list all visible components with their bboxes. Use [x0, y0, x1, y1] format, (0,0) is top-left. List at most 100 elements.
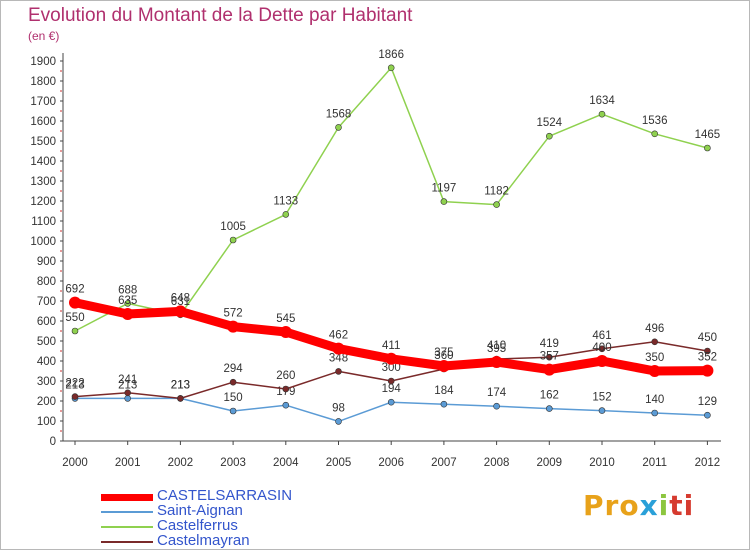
data-label-saint-aignan: 213 [171, 379, 190, 391]
x-tick-label: 2008 [484, 457, 510, 469]
data-label-castelferrus: 1005 [220, 221, 246, 233]
data-label-castelferrus: 550 [65, 312, 84, 324]
y-tick-label: 700 [37, 296, 56, 308]
data-label-castelferrus: 631 [171, 296, 190, 308]
data-label-saint-aignan: 213 [65, 379, 84, 391]
data-label-castelmayran: 260 [276, 370, 295, 382]
data-label-castelferrus: 1524 [537, 117, 563, 129]
x-tick-label: 2001 [115, 457, 141, 469]
x-tick-label: 2011 [642, 457, 667, 469]
x-tick-label: 2005 [326, 457, 352, 469]
data-label-castelmayran: 461 [592, 330, 611, 342]
data-label-castelmayran: 241 [118, 374, 137, 386]
data-point-castelferrus [335, 124, 342, 131]
data-label-castelferrus: 1536 [642, 115, 668, 127]
data-point-castelferrus [282, 211, 290, 218]
y-tick-label: 400 [37, 356, 56, 368]
data-label-saint-aignan: 162 [540, 390, 559, 402]
data-label-castelmayran: 300 [382, 362, 401, 374]
data-point-castelsarrasin [701, 364, 714, 377]
data-label-castelsarrasin: 350 [645, 352, 664, 364]
data-label-castelsarrasin: 352 [698, 352, 717, 364]
data-label-castelsarrasin: 648 [171, 292, 190, 304]
data-point-castelmayran [704, 347, 711, 355]
y-tick-label: 1100 [31, 216, 56, 228]
legend-label: Saint-Aignan [157, 502, 243, 519]
data-label-castelmayran: 222 [65, 378, 84, 390]
data-point-saint-aignan [598, 407, 606, 414]
legend-label: CASTELSARRASIN [157, 487, 293, 504]
data-label-castelferrus: 1866 [378, 49, 404, 61]
data-point-castelsarrasin [332, 342, 345, 355]
data-point-castelferrus [493, 201, 500, 208]
y-tick-label: 0 [50, 436, 56, 448]
data-label-saint-aignan: 174 [487, 387, 507, 399]
x-tick-label: 2006 [378, 457, 404, 469]
data-label-saint-aignan: 140 [645, 394, 664, 406]
data-point-castelsarrasin [227, 320, 240, 333]
data-label-castelferrus: 1634 [589, 95, 615, 107]
data-point-castelmayran [71, 393, 79, 400]
data-point-castelmayran [282, 385, 290, 393]
data-point-castelferrus [229, 236, 237, 244]
y-tick-label: 1400 [30, 156, 56, 168]
data-label-castelsarrasin: 400 [592, 342, 611, 354]
proxiti-logo: Proxiti [583, 489, 694, 522]
data-point-castelsarrasin [279, 326, 292, 338]
data-label-saint-aignan: 194 [382, 383, 402, 395]
x-tick-label: 2004 [273, 457, 299, 469]
data-point-castelsarrasin [69, 296, 81, 309]
data-label-castelferrus: 1182 [484, 186, 509, 198]
data-point-castelferrus [651, 130, 659, 138]
data-point-castelmayran [124, 389, 131, 397]
y-tick-label: 1000 [30, 236, 56, 248]
logo-part-1: Pro [583, 489, 640, 522]
logo-part-3: i [658, 489, 670, 522]
legend-swatch [101, 541, 153, 543]
data-point-saint-aignan [651, 409, 659, 417]
data-label-castelferrus: 1197 [432, 183, 457, 195]
data-point-saint-aignan [229, 407, 237, 415]
data-point-castelmayran [651, 338, 659, 346]
logo-part-2: x [639, 489, 659, 522]
y-tick-label: 600 [37, 316, 56, 328]
data-label-castelsarrasin: 572 [224, 308, 243, 320]
y-tick-label: 1200 [30, 196, 56, 208]
x-tick-label: 2007 [431, 457, 457, 469]
y-tick-label: 100 [37, 416, 56, 428]
x-tick-label: 2002 [168, 457, 194, 469]
y-tick-label: 1500 [30, 136, 56, 148]
data-point-castelmayran [545, 353, 553, 361]
chart-subtitle: (en €) [28, 29, 60, 43]
data-label-castelmayran: 360 [434, 350, 453, 362]
data-point-saint-aignan [282, 401, 290, 409]
data-label-saint-aignan: 150 [224, 392, 243, 404]
data-point-saint-aignan [704, 411, 711, 419]
data-point-castelferrus [704, 144, 711, 152]
data-label-saint-aignan: 184 [434, 385, 454, 397]
data-point-castelsarrasin [385, 352, 398, 365]
y-tick-label: 1900 [30, 56, 56, 68]
data-point-saint-aignan [440, 400, 448, 408]
data-label-saint-aignan: 152 [592, 392, 611, 404]
data-label-castelferrus: 1133 [273, 195, 298, 207]
legend-swatch [101, 493, 153, 501]
data-point-castelferrus [71, 327, 79, 335]
data-label-castelmayran: 294 [224, 363, 244, 375]
data-point-castelferrus [124, 300, 131, 307]
data-label-castelsarrasin: 635 [118, 295, 137, 307]
y-tick-label: 1300 [30, 176, 56, 188]
legend-swatch [101, 511, 153, 513]
data-point-saint-aignan [124, 395, 131, 402]
data-point-saint-aignan [387, 398, 395, 406]
data-point-castelferrus [598, 110, 606, 118]
data-point-castelmayran [335, 368, 342, 375]
data-label-castelsarrasin: 357 [540, 351, 559, 363]
data-point-saint-aignan [493, 402, 500, 410]
data-label-castelmayran: 419 [540, 338, 559, 350]
data-point-castelmayran [598, 345, 606, 353]
logo-part-4: ti [669, 489, 695, 522]
data-label-castelmayran: 450 [698, 332, 717, 344]
data-point-castelsarrasin [121, 308, 134, 320]
